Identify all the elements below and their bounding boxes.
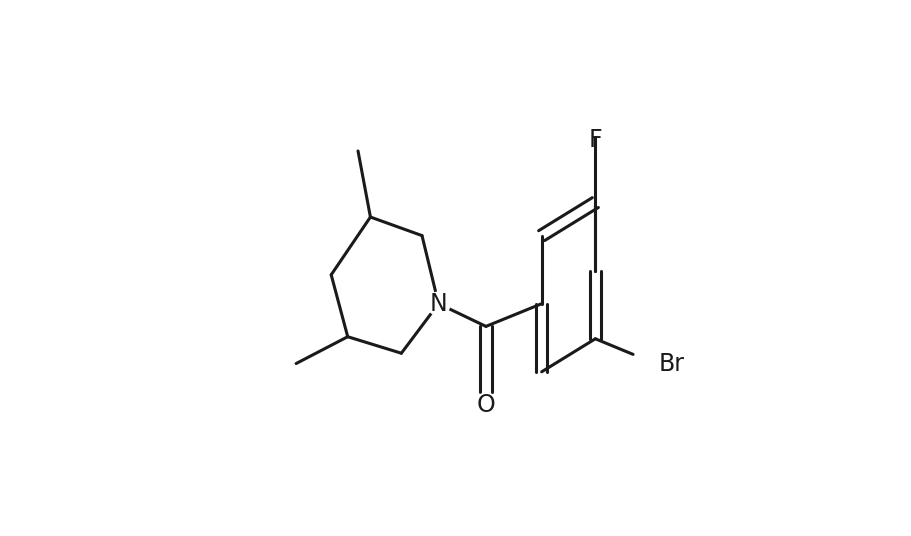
Text: Br: Br [658, 352, 684, 376]
Text: O: O [476, 393, 495, 417]
Text: N: N [429, 292, 447, 316]
Circle shape [586, 117, 604, 135]
Circle shape [637, 346, 671, 381]
Circle shape [474, 393, 497, 416]
Text: F: F [588, 128, 601, 152]
Circle shape [426, 292, 449, 315]
